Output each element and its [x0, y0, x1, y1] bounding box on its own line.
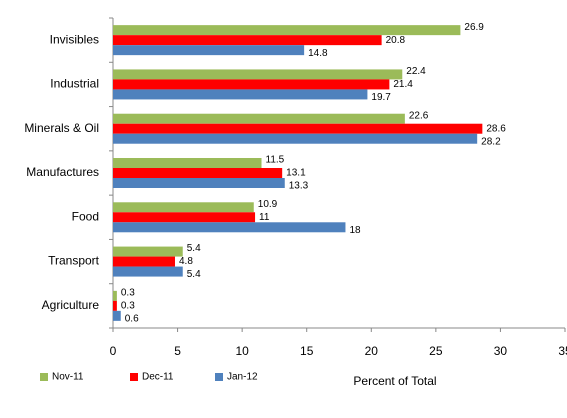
value-label: 0.3 — [121, 300, 135, 311]
bar — [113, 310, 121, 321]
value-label: 28.2 — [481, 136, 501, 147]
value-label: 19.7 — [371, 92, 391, 103]
value-label: 22.6 — [409, 110, 429, 121]
bar — [113, 266, 183, 277]
bar — [113, 246, 183, 257]
x-tick-label: 10 — [235, 344, 249, 358]
legend-swatch — [40, 373, 48, 381]
value-label: 28.6 — [486, 123, 506, 134]
y-tick-label: Agriculture — [42, 298, 100, 312]
bar — [113, 45, 305, 56]
bar — [113, 178, 285, 188]
legend-label: Dec-11 — [142, 372, 174, 383]
y-tick-label: Manufactures — [26, 165, 99, 179]
legend-swatch — [215, 373, 223, 381]
x-tick-label: 15 — [300, 344, 314, 358]
value-label: 0.6 — [125, 313, 139, 324]
value-label: 4.8 — [179, 256, 193, 267]
y-tick-label: Food — [72, 209, 99, 223]
bar — [113, 290, 117, 301]
value-label: 20.8 — [386, 35, 406, 46]
bar — [113, 202, 254, 213]
bar — [113, 25, 461, 36]
bar — [113, 133, 478, 144]
legend-swatch — [130, 373, 138, 381]
value-label: 13.3 — [289, 181, 309, 192]
bar — [113, 300, 117, 311]
legend-label: Nov-11 — [52, 372, 84, 383]
x-tick-label: 0 — [110, 344, 117, 358]
value-label: 22.4 — [406, 66, 426, 77]
y-tick-label: Minerals & Oil — [24, 121, 99, 135]
x-tick-label: 20 — [365, 344, 379, 358]
bar — [113, 69, 403, 80]
y-tick-label: Invisibles — [50, 32, 99, 46]
x-tick-label: 35 — [558, 344, 567, 358]
bar — [113, 212, 256, 223]
x-tick-label: 5 — [174, 344, 181, 358]
value-label: 5.4 — [187, 243, 201, 254]
x-tick-label: 30 — [494, 344, 508, 358]
legend-label: Jan-12 — [227, 372, 258, 383]
bar — [113, 113, 405, 124]
value-label: 5.4 — [187, 269, 201, 280]
bar — [113, 89, 368, 100]
value-label: 11 — [259, 212, 270, 223]
value-label: 21.4 — [393, 79, 413, 90]
y-tick-label: Transport — [48, 254, 100, 268]
x-tick-label: 25 — [429, 344, 443, 358]
bar — [113, 35, 382, 46]
bar — [113, 168, 283, 178]
bar — [113, 158, 262, 168]
y-tick-label: Industrial — [50, 77, 99, 91]
x-axis-label: Percent of Total — [353, 374, 436, 388]
value-label: 10.9 — [258, 199, 278, 210]
value-label: 13.1 — [286, 168, 306, 179]
value-label: 26.9 — [464, 22, 484, 33]
bar — [113, 79, 390, 90]
bar — [113, 123, 483, 134]
value-label: 18 — [349, 225, 361, 236]
value-label: 11.5 — [266, 155, 285, 166]
bar — [113, 222, 346, 233]
value-label: 0.3 — [121, 287, 135, 298]
bar — [113, 256, 175, 267]
value-label: 14.8 — [308, 48, 328, 59]
